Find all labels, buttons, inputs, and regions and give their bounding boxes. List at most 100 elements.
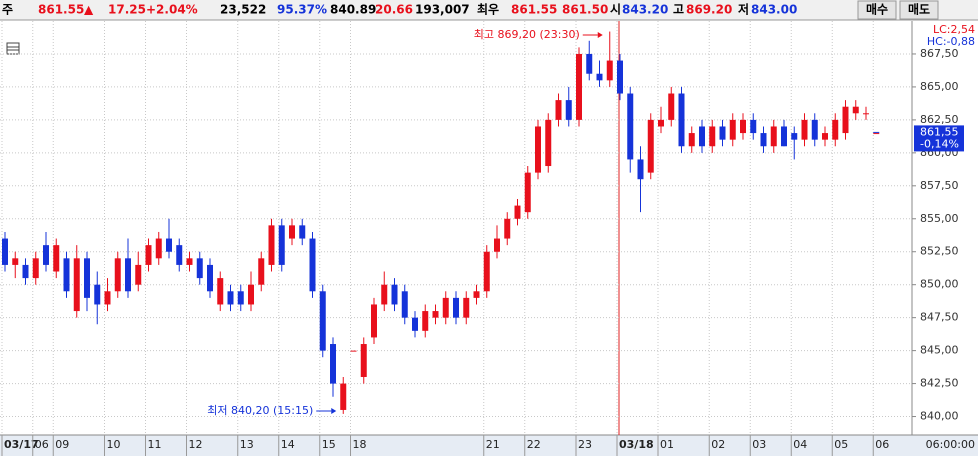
candle-body <box>22 264 29 279</box>
candle-body <box>135 264 142 285</box>
plot-area <box>0 21 912 435</box>
x-tick-label: 04 <box>793 438 807 451</box>
candle-body <box>781 126 787 147</box>
x-tick-label: 01 <box>660 438 674 451</box>
candle-body <box>873 133 880 135</box>
header-volume: 23,522 <box>220 3 266 17</box>
low-arrowhead <box>331 408 337 414</box>
candle-body <box>340 383 347 410</box>
candle-body <box>371 304 377 338</box>
y-tick-label: 850,00 <box>920 278 959 291</box>
header-low: 843.00 <box>751 3 797 17</box>
x-tick-label: 21 <box>486 438 500 451</box>
candle-body <box>43 245 49 265</box>
candle-body <box>596 73 603 81</box>
candle-body <box>401 291 408 318</box>
candle-body <box>791 133 798 140</box>
candle-body <box>268 225 275 265</box>
candle-body <box>319 291 326 351</box>
candle-body <box>617 60 623 94</box>
low-annotation: 최저 840,20 (15:15) <box>207 404 313 417</box>
candle-body <box>237 291 244 305</box>
candle-body <box>524 172 531 213</box>
candle-body <box>463 297 470 318</box>
candle-body <box>299 225 306 239</box>
candle-body <box>186 258 193 265</box>
header-v2: 20.66 <box>375 3 413 17</box>
candle-body <box>155 238 162 259</box>
candle-body <box>514 205 521 219</box>
x-tick-label: 03/18 <box>619 438 654 451</box>
candle-body <box>658 119 664 127</box>
candle-body <box>422 311 429 331</box>
candle-body <box>442 297 449 318</box>
hc-label: HC:-0,88 <box>927 35 975 48</box>
candle-body <box>412 317 418 331</box>
candle-body <box>145 245 152 265</box>
candle-body <box>217 278 224 305</box>
button-sell[interactable] <box>899 0 939 20</box>
candle-body <box>12 258 19 265</box>
candle-body <box>360 344 367 377</box>
candle-body <box>811 119 818 140</box>
candle-body <box>309 238 316 292</box>
candle-body <box>555 100 562 120</box>
candle-body <box>545 119 552 167</box>
header-best-label: 최우 <box>477 2 499 17</box>
y-tick-label: 840,00 <box>920 410 959 423</box>
header-low-label: 저 <box>738 2 749 17</box>
menu-icon[interactable] <box>6 42 20 55</box>
candle-body <box>740 119 746 134</box>
x-tick-label: 03 <box>752 438 766 451</box>
candle-body <box>719 126 726 140</box>
x-tick-label: 12 <box>189 438 203 451</box>
header-high: 869.20 <box>686 3 732 17</box>
candle-body <box>750 119 757 134</box>
y-tick-label: 847,50 <box>920 311 959 324</box>
top-bar <box>0 0 978 20</box>
x-tick-label: 06 <box>875 438 889 451</box>
candle-body <box>483 251 490 292</box>
candle-body <box>760 133 767 147</box>
last-change-label: -0,14% <box>920 137 959 150</box>
candle-body <box>535 126 541 173</box>
candle-body <box>2 238 8 265</box>
x-axis-bar <box>0 435 978 456</box>
button-sell-label[interactable]: 매도 <box>908 2 930 17</box>
candle-body <box>842 106 849 134</box>
x-tick-label: 22 <box>527 438 541 451</box>
x-tick-label: 18 <box>353 438 367 451</box>
header-bid: 861.50 <box>562 3 608 17</box>
candle-body <box>207 264 213 292</box>
y-tick-label: 845,00 <box>920 344 959 357</box>
candle-body <box>576 53 582 120</box>
candle-body <box>863 113 869 115</box>
candle-body <box>504 218 511 239</box>
candle-body <box>453 297 459 318</box>
candle-body <box>637 159 644 180</box>
candle-body <box>227 291 234 305</box>
x-tick-label: 02 <box>711 438 725 451</box>
candle-body <box>473 291 480 298</box>
candle-body <box>53 245 60 272</box>
candle-body <box>647 119 654 173</box>
y-tick-label: 865,00 <box>920 80 959 93</box>
header-change-pct: +2.04% <box>146 3 198 17</box>
candle-body <box>94 284 101 305</box>
candle-body <box>84 258 90 298</box>
button-buy-label[interactable]: 매수 <box>866 2 888 17</box>
y-tick-label: 855,00 <box>920 212 959 225</box>
y-tick-label: 842,50 <box>920 377 959 390</box>
header-arrow: ▲ <box>84 3 94 17</box>
x-end-label: 06:00:00 <box>926 438 975 451</box>
candle-body <box>391 284 398 305</box>
button-buy[interactable] <box>857 0 897 20</box>
candle-body <box>114 258 121 292</box>
candle-body <box>125 258 131 292</box>
candle-body <box>32 258 39 279</box>
candle-body <box>381 284 388 305</box>
candle-body <box>678 93 685 147</box>
y-tick-label: 852,50 <box>920 245 959 258</box>
candle-body <box>688 133 695 147</box>
